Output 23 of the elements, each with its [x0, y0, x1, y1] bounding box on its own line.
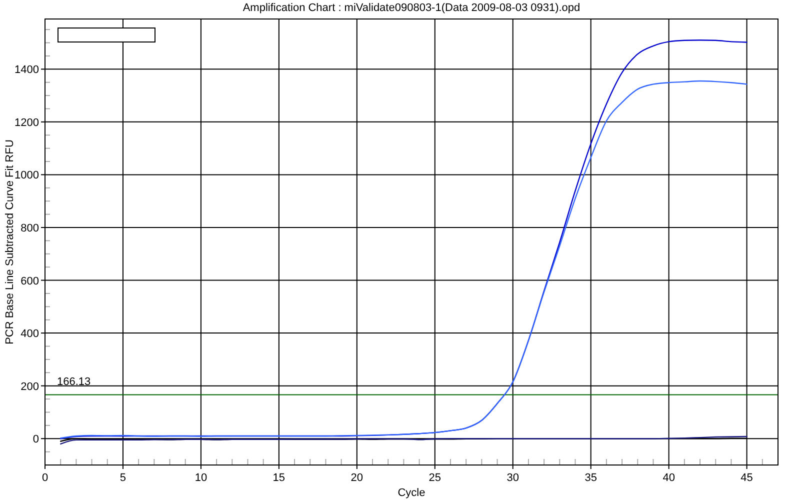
x-tick-label: 25: [428, 472, 442, 484]
y-tick-label: 800: [20, 222, 39, 234]
chart-title: Amplification Chart : miValidate090803-1(Data 2009-08-03 0931).opd: [242, 2, 580, 14]
y-tick-label: 600: [20, 275, 39, 288]
y-axis-title: PCR Base Line Subtracted Curve Fit RFU: [4, 140, 16, 344]
x-axis-title: Cycle: [398, 487, 426, 499]
x-tick-label: 35: [584, 472, 597, 484]
y-tick-label: 400: [20, 328, 39, 340]
x-tick-label: 45: [740, 472, 753, 484]
x-tick-label: 0: [42, 472, 48, 484]
x-tick-label: 40: [662, 472, 675, 484]
x-tick-label: 15: [272, 472, 286, 484]
y-tick-label: 1200: [14, 116, 39, 129]
y-tick-label: 1000: [14, 170, 39, 182]
y-tick-label: 200: [20, 380, 39, 393]
x-tick-label: 10: [194, 472, 208, 484]
x-tick-label: 20: [350, 472, 364, 484]
ref-line-label: 166.13: [57, 376, 91, 388]
y-tick-label: 1400: [14, 64, 39, 76]
x-tick-label: 30: [506, 472, 519, 484]
line-series: [60, 436, 748, 444]
y-tick-label: 0: [32, 434, 39, 446]
x-tick-label: 5: [120, 472, 126, 484]
